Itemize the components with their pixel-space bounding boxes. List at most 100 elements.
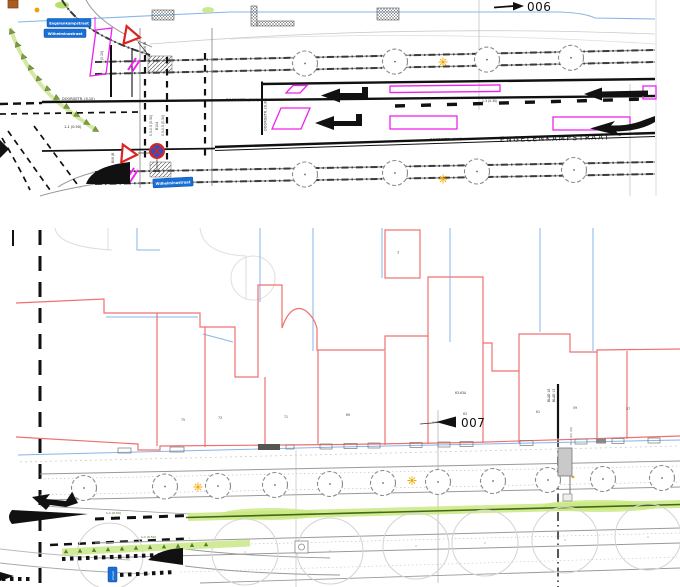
bus-shelter <box>557 447 573 502</box>
house-number: 59 <box>573 406 577 410</box>
street-name-tags: Engelenkampstraat Wilhelminastraat Wilhe… <box>43 18 194 189</box>
building-hatch <box>151 9 175 21</box>
canopy-tree-icon <box>451 509 519 577</box>
sidewalk-back-edge-2 <box>229 35 656 45</box>
median-tip-island <box>9 510 88 524</box>
background-tree <box>230 255 276 301</box>
house-number: 69 <box>346 413 350 417</box>
verge-edge-line <box>185 503 680 519</box>
cadastral-buildings <box>15 229 680 451</box>
merge-arrow-icon <box>590 116 655 136</box>
house-number: 63 <box>463 412 467 416</box>
tree-icon <box>204 472 232 500</box>
tree-icon <box>316 470 344 498</box>
building-hatch <box>250 5 258 27</box>
parking-bay <box>284 84 309 94</box>
dimension-label: 1-3 (0.30) <box>482 99 497 103</box>
turn-arrow-icon <box>338 87 368 98</box>
sidewalk-back-edge <box>149 30 656 45</box>
block-marking-row <box>61 553 161 561</box>
traffic-island <box>0 140 9 158</box>
tree-icon <box>70 474 98 502</box>
canopy-tree-icon <box>531 506 599 574</box>
street-front-line <box>15 435 680 451</box>
dimension-label: 1-1 (0.50) <box>141 535 156 539</box>
parking-bay <box>271 107 311 130</box>
hedge-triangles <box>8 27 101 135</box>
dimension-label: 0.5-0.5 (0.50) <box>149 115 153 136</box>
left-arrow-icon <box>584 87 602 101</box>
house-number: 57 <box>626 407 630 411</box>
tree-icon <box>261 471 289 499</box>
doorgetr-label: DOORGETR. (0.10) <box>430 137 463 142</box>
bottom-annotations: 75 73 71 69 63 61 59 57 63-63A 7 BLAD 16… <box>106 251 630 539</box>
street-sign-label: Wilhelminastraat <box>156 180 191 186</box>
crossing-block-marking <box>149 161 172 178</box>
lower-carriageway <box>0 527 680 584</box>
street-name-text: ENGELENKAMPSTRAAT <box>500 132 611 144</box>
yield-sign-icon <box>122 23 142 46</box>
dimension-label: 0.5-0.5 (0.50) <box>161 115 165 136</box>
tree-icon <box>463 158 491 185</box>
verge-trees <box>70 464 676 502</box>
sign-code-label: B06 (B <box>111 153 115 163</box>
house-number: 71 <box>284 415 288 419</box>
tree-icon <box>291 50 319 77</box>
tree-icon <box>557 44 585 71</box>
left-arrow-shaft <box>602 90 648 97</box>
traffic-island <box>0 572 14 581</box>
dimension-label: 1-1 (0.50) <box>106 511 121 515</box>
entrance-stoops <box>117 437 661 454</box>
verge-band <box>39 460 680 501</box>
street-trees-lower <box>291 156 588 188</box>
yield-sign-icon <box>119 142 140 165</box>
tree-icon <box>381 48 409 75</box>
crossing-block-marking <box>147 55 173 73</box>
parking-bay <box>389 115 458 130</box>
top-plan: Engelenkampstraat Wilhelminastraat Wilhe… <box>0 0 657 197</box>
sheet-number: 007 <box>461 416 485 430</box>
orange-dot <box>34 7 40 13</box>
parcel-dividers <box>156 313 628 447</box>
sheet-number: 006 <box>527 0 551 14</box>
tree-icon <box>291 161 319 188</box>
parking-bay <box>552 116 631 131</box>
tree-icon <box>479 467 507 495</box>
no-stopping-sign-icon <box>149 143 165 159</box>
green-patch <box>55 1 69 9</box>
doorgetr-vertical-label: DOORGETR. (0.30) <box>264 98 268 131</box>
building-hatch <box>256 20 295 27</box>
street-light-icon <box>438 57 448 67</box>
sheet-arrow-icon <box>436 416 456 428</box>
turn-arrow-icon <box>321 88 340 103</box>
street-sign-w: Wilhelminastraat <box>43 28 87 38</box>
turn-arrow-icon <box>315 116 334 130</box>
tree-icon <box>473 46 501 73</box>
street-sign-nw: Engelenkampstraat <box>46 18 92 28</box>
canopy-tree-icon <box>614 503 680 571</box>
building-hatch <box>376 7 400 21</box>
tree-icon <box>534 466 562 494</box>
tree-icon <box>648 464 676 492</box>
street-light-icon <box>438 174 448 184</box>
street-trees-upper <box>291 44 585 77</box>
canopy-tree-icon <box>211 518 279 586</box>
sheet-boundary-label: BLAD 15 <box>552 389 556 402</box>
tree-icon <box>560 156 588 184</box>
road-arrows <box>0 87 655 184</box>
tree-icon <box>381 159 409 187</box>
median-markings <box>9 492 680 547</box>
house-number: 73 <box>218 416 222 420</box>
bay-dimension-label: (0.20) <box>100 51 104 60</box>
traffic-island <box>148 548 183 565</box>
sheet-marker-006: 006 <box>493 0 551 14</box>
street-sign-label: straat <box>111 570 115 580</box>
top-annotations: DOORGETR. (0.10) DOORGETR. (0.10) DOORGE… <box>62 42 610 163</box>
traffic-signs <box>119 23 165 170</box>
street-sign-s: Wilhelminastraat <box>152 176 194 189</box>
tree-icon <box>369 469 397 497</box>
building-skyline <box>15 276 680 378</box>
house-number: 75 <box>181 418 185 422</box>
parking-bay <box>89 27 113 77</box>
